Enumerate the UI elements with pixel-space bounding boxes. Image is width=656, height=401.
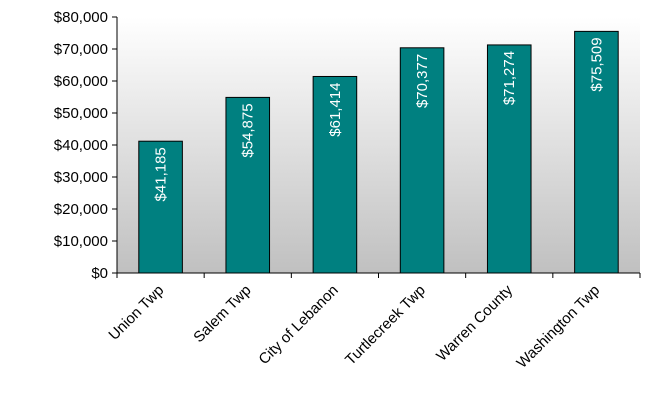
bars <box>138 30 619 274</box>
bar <box>225 96 271 274</box>
y-tick-label: $60,000 <box>54 73 108 90</box>
category-label: Warren County <box>433 281 516 364</box>
bar-value-label: $71,274 <box>501 51 518 105</box>
bar <box>486 44 532 274</box>
y-tick-label: $10,000 <box>54 233 108 250</box>
category-label: Washington Twp <box>513 282 603 372</box>
bar-value-label: $70,377 <box>414 54 431 108</box>
bar <box>138 140 183 274</box>
y-tick-label: $50,000 <box>54 105 108 122</box>
bar <box>312 75 358 274</box>
y-tick-label: $80,000 <box>54 9 108 26</box>
bar-value-label: $41,185 <box>153 147 170 201</box>
bar-value-label: $61,414 <box>327 82 344 136</box>
bar <box>574 30 619 274</box>
y-tick-label: $70,000 <box>54 41 108 58</box>
bar-value-label: $54,875 <box>240 103 257 157</box>
category-labels: Union Twp Salem Twp City of Lebanon Turtlec… <box>105 281 603 371</box>
y-tick-label: $0 <box>91 265 108 282</box>
category-label: City of Lebanon <box>255 282 341 368</box>
bar-value-labels: $41,185 $54,875 $61,414 $70,377 $71,274 $75,5… <box>153 37 606 201</box>
bar-value-label: $75,509 <box>588 37 605 91</box>
y-tick-label: $30,000 <box>54 169 108 186</box>
y-tick-label: $20,000 <box>54 201 108 218</box>
category-label: Salem Twp <box>190 282 254 346</box>
category-label: Turtlecreek Twp <box>342 282 429 369</box>
x-axis <box>116 272 641 278</box>
y-tick-label: $40,000 <box>54 137 108 154</box>
plot-area <box>117 17 640 273</box>
bar <box>399 47 445 274</box>
category-label: Union Twp <box>105 282 167 344</box>
y-axis: $0 $10,000 $20,000 $30,000 $40,000 $50,000 $60… <box>54 9 118 282</box>
